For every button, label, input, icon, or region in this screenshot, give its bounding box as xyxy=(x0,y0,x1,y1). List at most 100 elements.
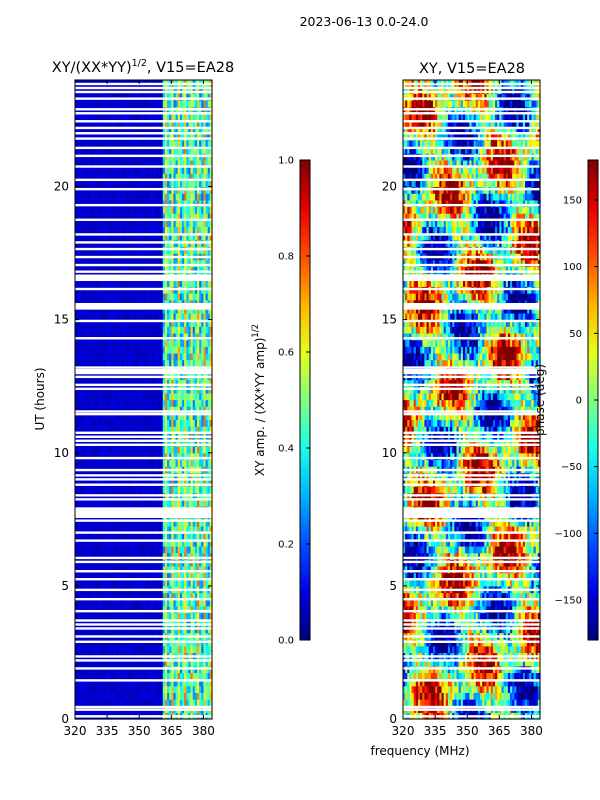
amplitude-cell xyxy=(119,579,123,587)
amplitude-cell xyxy=(169,392,172,401)
amplitude-cell xyxy=(100,645,104,654)
amplitude-cell xyxy=(143,319,147,327)
amplitude-cell xyxy=(147,672,151,680)
amplitude-cell xyxy=(117,452,121,461)
amplitude-cell xyxy=(160,259,164,267)
amplitude-cell xyxy=(154,213,157,221)
amplitude-cell xyxy=(199,412,202,421)
amplitude-cell xyxy=(149,672,153,680)
amplitude-cell xyxy=(87,599,91,607)
amplitude-cell xyxy=(167,599,170,607)
amplitude-cell xyxy=(79,459,83,467)
amplitude-cell xyxy=(102,552,106,560)
amplitude-cell xyxy=(141,339,145,347)
amplitude-cell xyxy=(147,379,151,387)
amplitude-cell xyxy=(128,645,132,654)
amplitude-cell xyxy=(130,266,134,274)
amplitude-cell xyxy=(115,306,119,314)
amplitude-cell xyxy=(87,312,91,321)
amplitude-cell xyxy=(145,306,149,314)
amplitude-cell xyxy=(164,619,168,627)
amplitude-cell xyxy=(100,319,104,327)
amplitude-cell xyxy=(117,592,121,600)
amplitude-cell xyxy=(94,579,98,587)
amplitude-cell xyxy=(205,612,209,620)
amplitude-cell xyxy=(156,392,160,401)
amplitude-cell xyxy=(77,339,80,347)
amplitude-cell xyxy=(179,685,183,693)
amplitude-cell xyxy=(107,213,110,221)
amplitude-cell xyxy=(122,486,125,494)
amplitude-cell xyxy=(124,685,127,693)
amplitude-cell xyxy=(89,293,93,301)
amplitude-cell xyxy=(207,392,211,401)
amplitude-cell xyxy=(75,233,78,241)
amplitude-cell xyxy=(173,213,177,221)
amplitude-cell xyxy=(201,519,205,527)
amplitude-cell xyxy=(154,659,157,667)
amplitude-cell xyxy=(154,219,157,228)
amplitude-cell xyxy=(104,532,108,540)
amplitude-cell xyxy=(164,525,168,534)
amplitude-cell xyxy=(203,486,207,494)
amplitude-cell xyxy=(83,579,87,587)
amplitude-cell xyxy=(98,419,102,427)
amplitude-cell xyxy=(130,392,134,401)
amplitude-cell xyxy=(145,685,149,693)
amplitude-cell xyxy=(162,199,166,208)
amplitude-cell xyxy=(119,619,123,627)
amplitude-cell xyxy=(203,399,207,407)
amplitude-cell xyxy=(98,679,102,687)
amplitude-cell xyxy=(197,679,200,687)
amplitude-cell xyxy=(139,519,142,527)
amplitude-cell xyxy=(147,312,151,321)
amplitude-cell xyxy=(117,539,121,547)
amplitude-cell xyxy=(182,219,185,228)
amplitude-cell xyxy=(77,426,80,434)
amplitude-cell xyxy=(115,233,119,241)
amplitude-cell xyxy=(203,346,207,354)
amplitude-cell xyxy=(184,446,187,454)
amplitude-cell xyxy=(190,525,194,534)
amplitude-cell xyxy=(160,213,164,221)
amplitude-cell xyxy=(126,619,130,627)
amplitude-cell xyxy=(119,219,123,228)
amplitude-cell xyxy=(167,306,170,314)
amplitude-cell xyxy=(162,592,166,600)
amplitude-cell xyxy=(179,579,183,587)
amplitude-cell xyxy=(182,412,185,421)
amplitude-cell xyxy=(177,326,181,334)
amplitude-cell xyxy=(119,332,123,341)
amplitude-cell xyxy=(152,699,155,707)
amplitude-cell xyxy=(186,532,190,540)
amplitude-cell xyxy=(85,579,89,587)
amplitude-cell xyxy=(167,439,170,447)
amplitude-cell xyxy=(104,233,108,241)
amplitude-cell xyxy=(128,679,132,687)
amplitude-cell xyxy=(201,579,205,587)
amplitude-cell xyxy=(107,619,110,627)
amplitude-cell xyxy=(209,279,213,287)
amplitude-cell xyxy=(139,339,142,347)
amplitude-cell xyxy=(209,579,213,587)
amplitude-cell xyxy=(147,572,151,580)
amplitude-cell xyxy=(145,392,149,401)
amplitude-cell xyxy=(96,645,100,654)
amplitude-cell xyxy=(107,219,110,228)
amplitude-cell xyxy=(162,685,166,693)
amplitude-cell xyxy=(158,499,162,507)
amplitude-cell xyxy=(160,605,164,614)
amplitude-cell xyxy=(98,612,102,620)
amplitude-cell xyxy=(126,439,130,447)
amplitude-cell xyxy=(79,412,83,421)
amplitude-cell xyxy=(134,406,138,414)
amplitude-cell xyxy=(126,565,130,574)
amplitude-cell xyxy=(77,459,80,467)
amplitude-cell xyxy=(145,339,149,347)
amplitude-cell xyxy=(137,293,140,301)
amplitude-cell xyxy=(186,266,190,274)
amplitude-cell xyxy=(122,659,125,667)
amplitude-cell xyxy=(164,392,168,401)
amplitude-cell xyxy=(124,392,127,401)
